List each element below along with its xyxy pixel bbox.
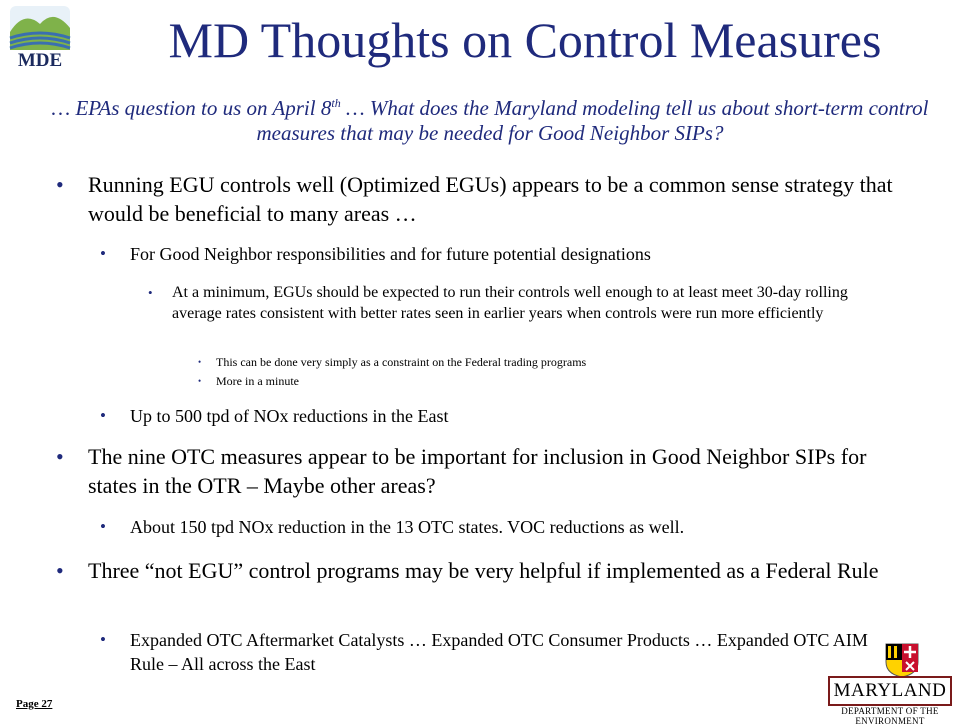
bullet-500-tpd: • Up to 500 tpd of NOx reductions in the… <box>100 404 900 428</box>
slide-subtitle: … EPAs question to us on April 8th … Wha… <box>51 96 929 145</box>
bullet-dot-icon: • <box>56 558 64 583</box>
bullet-good-neighbor: • For Good Neighbor responsibilities and… <box>100 242 900 266</box>
bullet-expanded-otc-rules: • Expanded OTC Aftermarket Catalysts … E… <box>100 628 900 676</box>
bullet-trading-constraint: • This can be done very simply as a cons… <box>198 355 878 370</box>
bullet-text: Up to 500 tpd of NOx reductions in the E… <box>130 406 449 426</box>
bullet-more-in-minute: • More in a minute <box>198 374 878 389</box>
bullet-dot-icon: • <box>56 444 64 469</box>
bullet-dot-icon: • <box>100 630 106 649</box>
bullet-optimized-egus: • Running EGU controls well (Optimized E… <box>56 170 898 228</box>
bullet-dot-icon: • <box>56 172 64 197</box>
bullet-dot-icon: • <box>100 244 106 263</box>
bullet-text: The nine OTC measures appear to be impor… <box>88 444 867 498</box>
bullet-dot-icon: • <box>198 376 202 386</box>
maryland-logo: MARYLAND DEPARTMENT OF THE ENVIRONMENT <box>828 676 952 726</box>
bullet-dot-icon: • <box>198 357 202 367</box>
bullet-text: Three “not EGU” control programs may be … <box>88 558 879 583</box>
mde-logo-text: MDE <box>17 50 63 71</box>
maryland-dept-text: DEPARTMENT OF THE ENVIRONMENT <box>841 706 939 726</box>
bullet-text: About 150 tpd NOx reduction in the 13 OT… <box>130 517 685 537</box>
bullet-not-egu-programs: • Three “not EGU” control programs may b… <box>56 556 898 585</box>
bullet-text: Expanded OTC Aftermarket Catalysts … Exp… <box>130 630 868 674</box>
page-number: Page 27 <box>16 698 53 710</box>
bullet-dot-icon: • <box>100 517 106 536</box>
bullet-text: This can be done very simply as a constr… <box>216 355 587 369</box>
maryland-logo-text: MARYLAND <box>828 676 952 706</box>
bullet-egu-minimum: • At a minimum, EGUs should be expected … <box>148 282 888 324</box>
bullet-text: For Good Neighbor responsibilities and f… <box>130 244 651 264</box>
mde-logo: MDE <box>4 2 76 78</box>
bullet-text: At a minimum, EGUs should be expected to… <box>172 284 848 322</box>
bullet-text: Running EGU controls well (Optimized EGU… <box>88 172 893 226</box>
bullet-150-tpd: • About 150 tpd NOx reduction in the 13 … <box>100 515 900 539</box>
bullet-dot-icon: • <box>100 406 106 425</box>
bullet-dot-icon: • <box>148 285 153 300</box>
mde-logo-icon <box>9 6 71 50</box>
bullet-text: More in a minute <box>216 374 299 388</box>
maryland-flag-icon <box>882 640 922 678</box>
bullet-otc-measures: • The nine OTC measures appear to be imp… <box>56 442 898 500</box>
slide-title: MD Thoughts on Control Measures <box>168 12 882 68</box>
